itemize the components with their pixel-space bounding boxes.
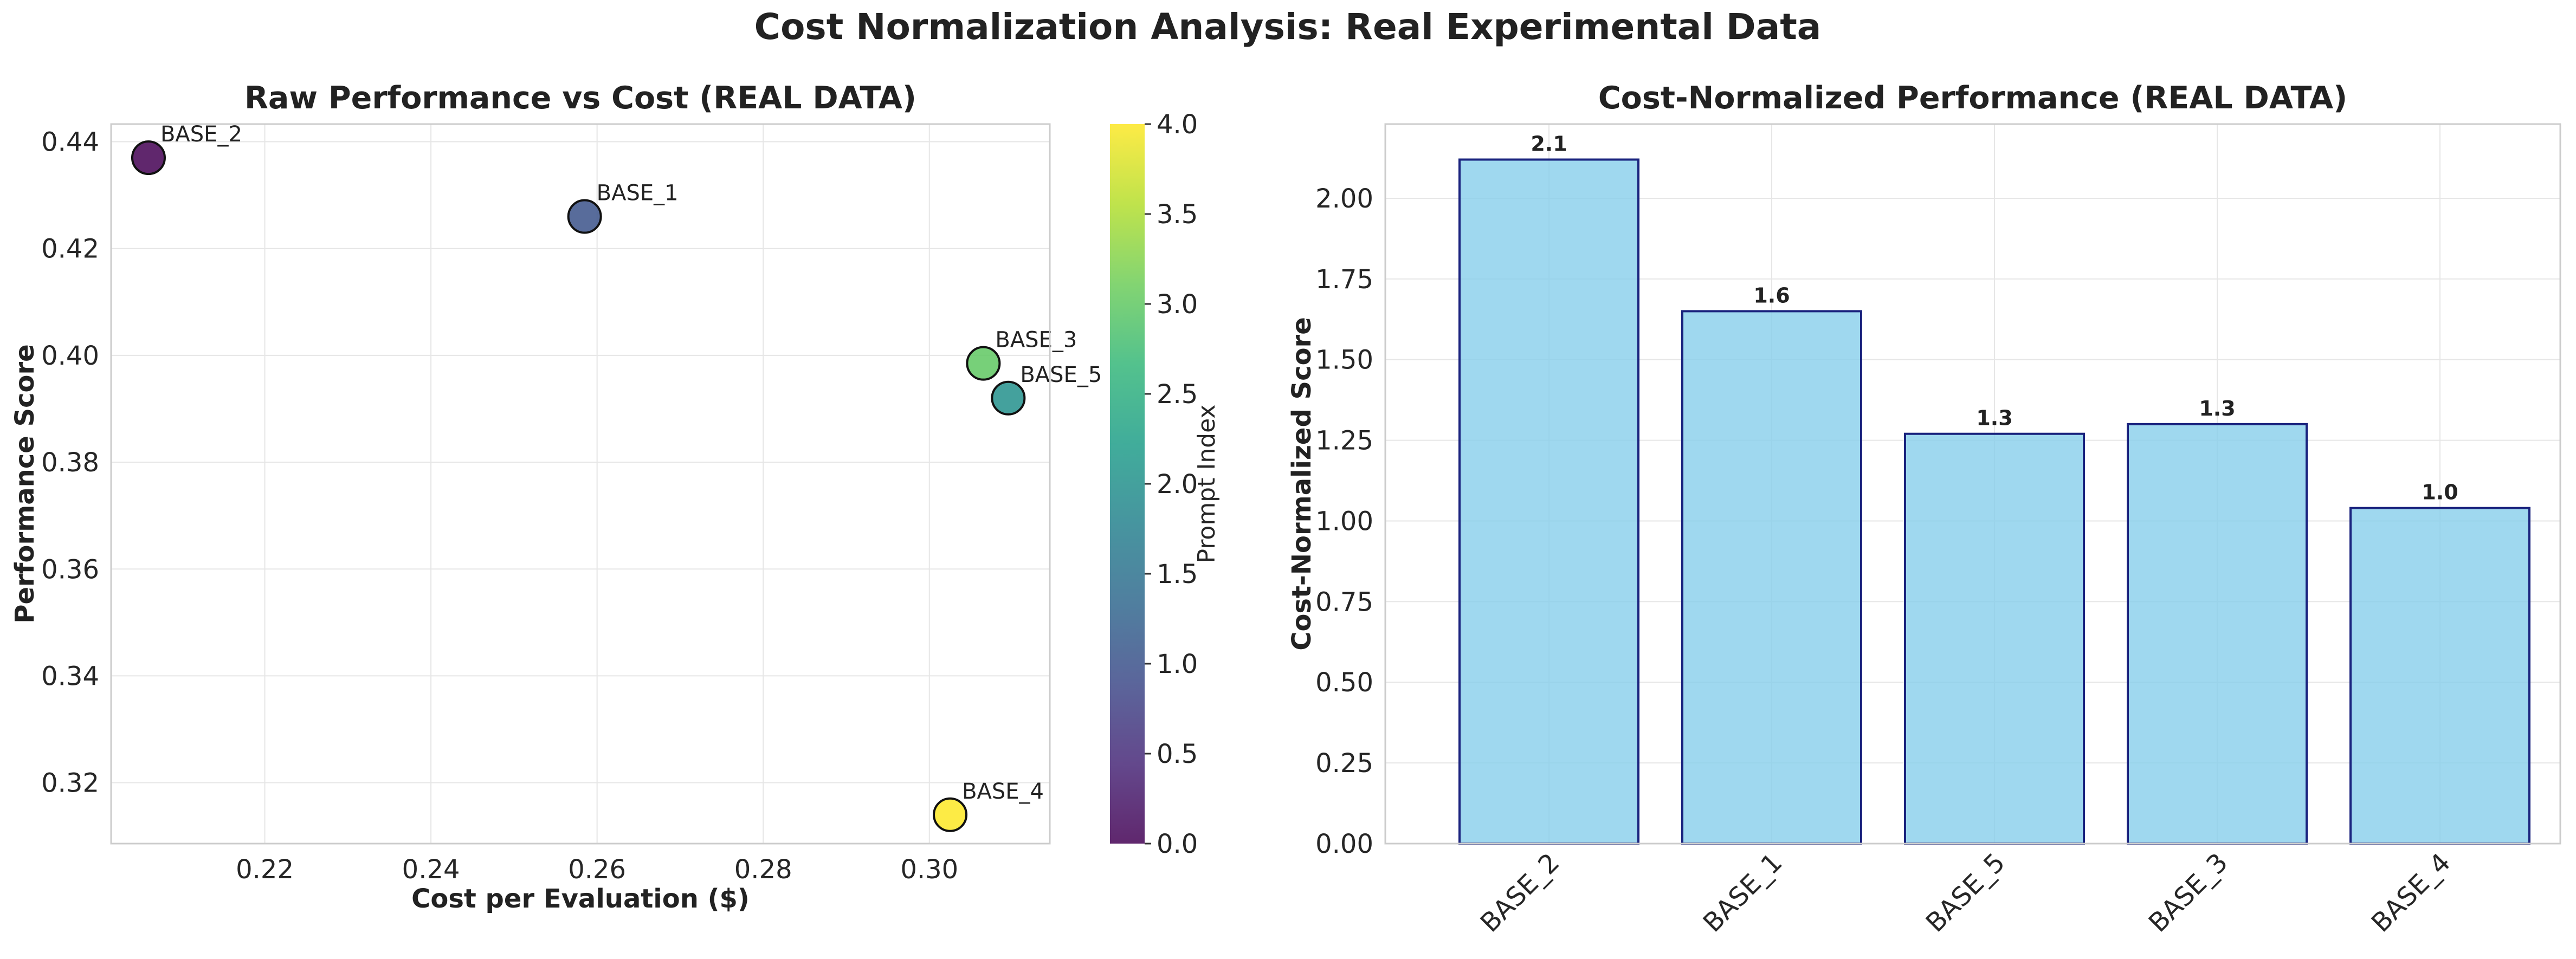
scatter-x-ticks: 0.22 0.24 0.26 0.28 0.30 bbox=[236, 854, 958, 885]
bar-y-tick-label: 1.50 bbox=[1315, 345, 1373, 375]
scatter-y-tick-label: 0.32 bbox=[41, 768, 99, 799]
scatter-point-label: BASE_4 bbox=[962, 779, 1044, 804]
bar-y-tick-label: 0.75 bbox=[1315, 587, 1373, 617]
scatter-y-tick-label: 0.44 bbox=[41, 127, 99, 158]
scatter-point bbox=[933, 797, 968, 832]
scatter-x-tick-label: 0.24 bbox=[402, 854, 460, 885]
bar-panel: Cost-Normalized Performance (REAL DATA) … bbox=[1287, 80, 2561, 938]
colorbar-tick-label: 2.5 bbox=[1157, 379, 1198, 410]
bar-x-ticks: BASE_2 BASE_1 BASE_5 BASE_3 BASE_4 bbox=[1475, 847, 2457, 938]
bar-x-tick-label: BASE_1 bbox=[1697, 847, 1789, 938]
scatter-points bbox=[131, 140, 1026, 832]
bar-value-label: 2.1 bbox=[1531, 132, 1567, 156]
bar-value-label: 1.6 bbox=[1753, 283, 1790, 307]
bar bbox=[2349, 507, 2530, 845]
bar-x-tick-label: BASE_2 bbox=[1475, 847, 1566, 938]
colorbar: 0.0 0.5 1.0 1.5 2.0 2.5 3.0 3.5 4.0 Prompt Index bbox=[1110, 109, 1221, 859]
bar-value-labels: 2.1 1.6 1.3 1.3 1.0 bbox=[1531, 132, 2458, 504]
scatter-x-axis-label: Cost per Evaluation ($) bbox=[411, 884, 750, 914]
bar-y-tick-label: 0.50 bbox=[1315, 668, 1373, 698]
bar bbox=[1904, 432, 2085, 845]
scatter-y-tick-label: 0.34 bbox=[41, 661, 99, 691]
colorbar-tick-label: 2.0 bbox=[1157, 469, 1198, 500]
scatter-panel: Raw Performance vs Cost (REAL DATA) BASE… bbox=[10, 80, 1102, 914]
colorbar-tick-label: 3.0 bbox=[1157, 289, 1198, 320]
bar-x-tick-label: BASE_3 bbox=[2143, 847, 2234, 938]
scatter-y-axis-label: Performance Score bbox=[10, 344, 40, 623]
bar-plot-frame bbox=[1384, 123, 2561, 845]
bar-x-tick-label: BASE_4 bbox=[2366, 847, 2457, 938]
scatter-plot-frame bbox=[110, 123, 1051, 845]
bar-value-label: 1.0 bbox=[2422, 481, 2458, 504]
scatter-y-tick-label: 0.36 bbox=[41, 554, 99, 585]
scatter-y-tick-label: 0.38 bbox=[41, 448, 99, 478]
scatter-y-ticks: 0.32 0.34 0.36 0.38 0.40 0.42 0.44 bbox=[41, 127, 99, 799]
bar-y-tick-label: 0.00 bbox=[1315, 829, 1373, 859]
bar-y-tick-label: 0.25 bbox=[1315, 748, 1373, 779]
scatter-y-tick-label: 0.40 bbox=[41, 341, 99, 371]
bar-y-tick-label: 2.00 bbox=[1315, 184, 1373, 214]
scatter-x-tick-label: 0.22 bbox=[236, 854, 294, 885]
scatter-point bbox=[567, 199, 602, 234]
colorbar-ticks: 0.0 0.5 1.0 1.5 2.0 2.5 3.0 3.5 4.0 bbox=[1145, 109, 1198, 859]
colorbar-tick-label: 1.0 bbox=[1157, 649, 1198, 679]
colorbar-tick-label: 0.0 bbox=[1157, 829, 1198, 859]
bars bbox=[1458, 158, 2530, 845]
colorbar-tick-label: 0.5 bbox=[1157, 739, 1198, 769]
bar bbox=[2127, 423, 2308, 845]
scatter-x-tick-label: 0.26 bbox=[568, 854, 626, 885]
bar-y-tick-label: 1.00 bbox=[1315, 506, 1373, 536]
colorbar-tick-label: 4.0 bbox=[1157, 109, 1198, 140]
scatter-point bbox=[131, 140, 166, 176]
bar bbox=[1681, 310, 1862, 845]
bar bbox=[1458, 158, 1639, 845]
scatter-title: Raw Performance vs Cost (REAL DATA) bbox=[244, 80, 916, 116]
colorbar-tick-label: 3.5 bbox=[1157, 199, 1198, 230]
scatter-y-tick-label: 0.42 bbox=[41, 234, 99, 264]
scatter-point-label: BASE_1 bbox=[597, 181, 679, 206]
bar-value-label: 1.3 bbox=[2199, 397, 2235, 420]
colorbar-gradient bbox=[1110, 124, 1145, 844]
bar-x-tick-label: BASE_5 bbox=[1920, 847, 2011, 938]
scatter-gridlines bbox=[111, 124, 1050, 844]
bar-y-tick-label: 1.25 bbox=[1315, 426, 1373, 456]
scatter-point-label: BASE_5 bbox=[1020, 362, 1102, 387]
scatter-point-labels: BASE_2 BASE_1 BASE_3 BASE_5 BASE_4 bbox=[160, 122, 1102, 804]
bar-y-tick-label: 1.75 bbox=[1315, 264, 1373, 295]
scatter-x-tick-label: 0.28 bbox=[734, 854, 792, 885]
bar-y-ticks: 0.00 0.25 0.50 0.75 1.00 1.25 1.50 1.75 2.00 bbox=[1315, 184, 1373, 859]
bar-value-label: 1.3 bbox=[1976, 406, 2012, 430]
scatter-point-label: BASE_2 bbox=[160, 122, 242, 147]
colorbar-tick-label: 1.5 bbox=[1157, 559, 1198, 589]
scatter-point bbox=[966, 346, 1001, 381]
scatter-point-label: BASE_3 bbox=[995, 328, 1077, 353]
scatter-point bbox=[991, 380, 1026, 416]
bar-y-axis-label: Cost-Normalized Score bbox=[1287, 317, 1317, 651]
colorbar-label: Prompt Index bbox=[1193, 405, 1221, 563]
scatter-x-tick-label: 0.30 bbox=[900, 854, 958, 885]
bar-title: Cost-Normalized Performance (REAL DATA) bbox=[1598, 80, 2347, 116]
figure-title: Cost Normalization Analysis: Real Experi… bbox=[754, 6, 1822, 48]
